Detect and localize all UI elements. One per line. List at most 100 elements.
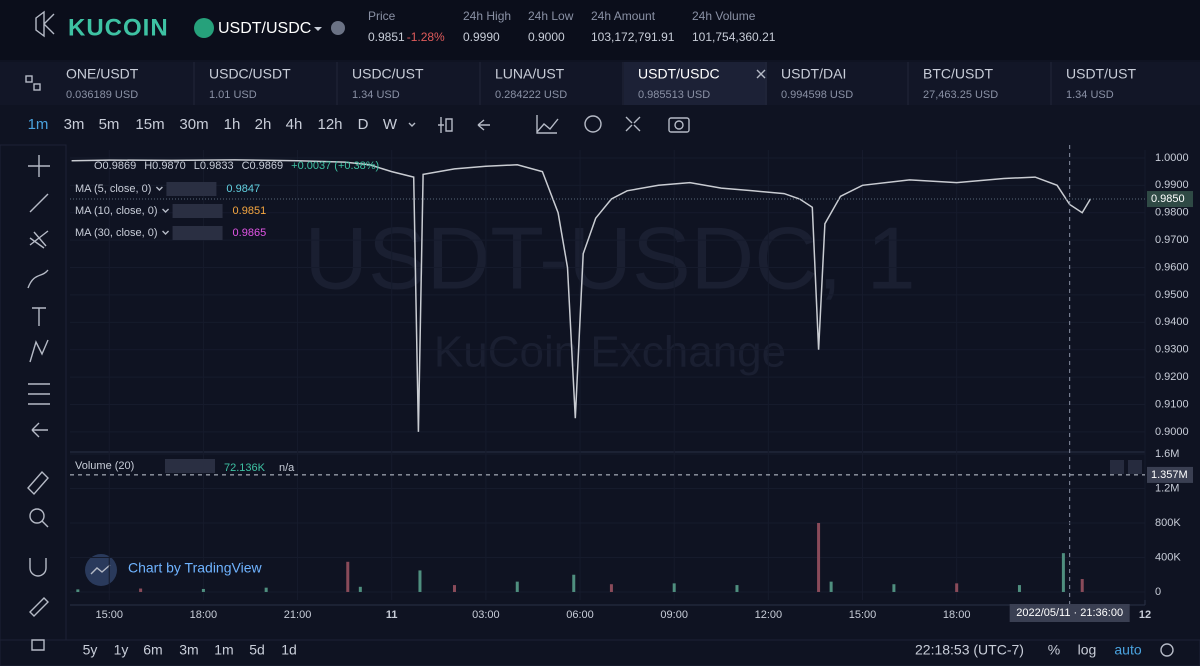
tab-price: 0.985513 USD	[638, 89, 710, 101]
volume-name: Volume (20)	[75, 460, 134, 472]
close-tab[interactable]	[756, 69, 766, 79]
indicator-value: 0.9865	[233, 227, 267, 239]
x-tick-label: 09:00	[660, 609, 688, 621]
volume-bar	[264, 587, 268, 592]
tradingview-logo[interactable]	[85, 554, 117, 586]
volume-extra: n/a	[279, 462, 295, 474]
interval[interactable]: 1h	[224, 116, 241, 133]
tab-name[interactable]: USDT/USDC	[638, 66, 720, 82]
pair[interactable]: USDT/USDC	[218, 20, 311, 37]
range[interactable]: 1m	[214, 642, 233, 658]
logo: KUCOIN	[68, 14, 169, 41]
interval[interactable]: 30m	[179, 116, 208, 133]
pane-button[interactable]	[1110, 460, 1124, 474]
y-tick-label: 1.0000	[1155, 152, 1189, 164]
interval[interactable]: 4h	[286, 116, 303, 133]
grid-icon[interactable]	[33, 83, 41, 91]
y-tick-label: 0.9400	[1155, 316, 1189, 328]
range[interactable]: 6m	[143, 642, 162, 658]
y-tick-label: 0.9600	[1155, 261, 1189, 273]
volume-bar	[1017, 585, 1021, 592]
volume-bar	[201, 588, 205, 592]
volume-bar	[892, 584, 896, 592]
indicator-buttons[interactable]	[172, 204, 223, 218]
info-icon[interactable]	[331, 21, 345, 35]
x-tick-label: 12	[1139, 609, 1151, 621]
volume-bar	[672, 583, 676, 592]
volume-bar	[735, 585, 739, 592]
drawing-tools[interactable]	[27, 155, 50, 651]
x-tick-label: 03:00	[472, 609, 500, 621]
volume-bar	[572, 574, 576, 592]
pane-button[interactable]	[1128, 460, 1142, 474]
range[interactable]: 1y	[114, 642, 129, 658]
y-tick-label: 1.2M	[1155, 482, 1179, 494]
tab-name[interactable]: ONE/USDT	[66, 66, 139, 82]
bottom-bar	[0, 639, 1200, 666]
interval[interactable]: 2h	[255, 116, 272, 133]
x-tick-label: 06:00	[566, 609, 594, 621]
indicator-name: MA (10, close, 0)	[75, 205, 158, 217]
interval[interactable]: 1m	[28, 116, 49, 133]
interval[interactable]: 15m	[135, 116, 164, 133]
x-tick-label: 18:00	[943, 609, 971, 621]
y-tick-label: 1.6M	[1155, 448, 1179, 460]
volume-value: 72.136K	[224, 462, 266, 474]
interval[interactable]: 5m	[99, 116, 120, 133]
tab-name[interactable]: USDT/DAI	[781, 66, 846, 82]
x-tick-label: 15:00	[95, 609, 123, 621]
y-tick-label: 0.9800	[1155, 207, 1189, 219]
volume-bar	[418, 570, 422, 592]
toolbar	[0, 105, 1200, 145]
interval[interactable]: 3m	[64, 116, 85, 133]
control[interactable]: log	[1078, 642, 1097, 658]
logo-icon	[35, 10, 55, 38]
range[interactable]: 1d	[281, 642, 297, 658]
volume-bar	[452, 585, 456, 592]
ohlc: O0.9869	[94, 160, 136, 172]
tab-name[interactable]: USDT/UST	[1066, 66, 1136, 82]
y-tick-label: 0.9100	[1155, 398, 1189, 410]
indicator-caret	[155, 186, 163, 191]
tab-name[interactable]: LUNA/UST	[495, 66, 565, 82]
control[interactable]: auto	[1114, 642, 1141, 658]
indicator-caret	[162, 208, 170, 213]
y-tick-label: 800K	[1155, 517, 1181, 529]
settings-icon[interactable]	[1160, 643, 1174, 657]
tab-price: 0.036189 USD	[66, 89, 138, 101]
tab-name[interactable]: USDC/UST	[352, 66, 424, 82]
volume-buttons[interactable]	[165, 459, 215, 473]
tab-name[interactable]: BTC/USDT	[923, 66, 993, 82]
interval[interactable]: 12h	[317, 116, 342, 133]
attribution: Chart by TradingView	[128, 560, 262, 576]
range[interactable]: 5d	[249, 642, 265, 658]
range[interactable]: 5y	[83, 642, 98, 658]
grid-icon[interactable]	[25, 75, 33, 83]
volume-bar	[346, 561, 350, 592]
volume-bar	[1061, 553, 1065, 592]
stat-value: 103,172,791.91	[591, 30, 675, 44]
pair-caret[interactable]	[314, 27, 322, 31]
control[interactable]: %	[1048, 642, 1060, 658]
y-tick-label: 0.9500	[1155, 289, 1189, 301]
x-tick-label: 11	[386, 609, 398, 621]
tab-name[interactable]: USDC/USDT	[209, 66, 291, 82]
tab-price: 1.34 USD	[352, 89, 400, 101]
indicator-buttons[interactable]	[172, 226, 223, 240]
toolbar-icons[interactable]	[438, 115, 690, 134]
x-tick-label: 18:00	[190, 609, 218, 621]
stat-label: 24h High	[463, 9, 511, 23]
stat-label: Price	[368, 9, 396, 23]
volume-bar	[139, 588, 143, 592]
crosshair-label: 2022/05/11 · 21:36:00	[1016, 607, 1123, 619]
volume-tag	[1147, 466, 1193, 483]
indicator-name: MA (5, close, 0)	[75, 183, 151, 195]
interval[interactable]: W	[383, 116, 398, 133]
volume-bar	[609, 584, 613, 592]
range[interactable]: 3m	[179, 642, 198, 658]
volume-bar	[515, 581, 519, 592]
interval[interactable]: D	[358, 116, 369, 133]
indicator-buttons[interactable]	[166, 182, 217, 196]
coin-icon	[194, 18, 214, 38]
